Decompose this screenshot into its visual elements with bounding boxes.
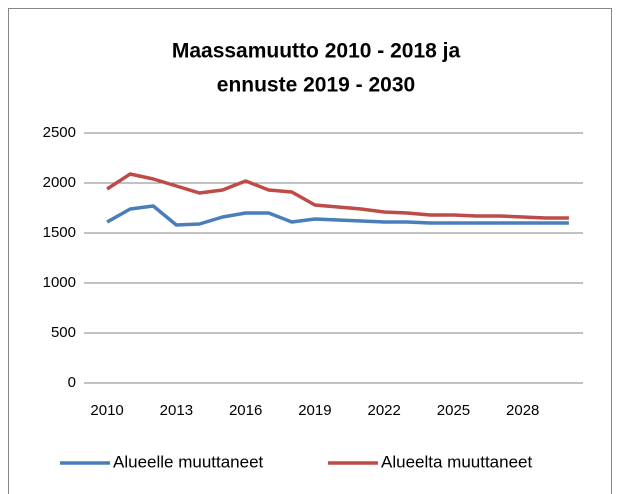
y-tick-label: 1500 [43, 224, 76, 241]
y-tick-label: 0 [68, 374, 76, 391]
data-line [106, 204, 569, 227]
x-tick-label: 2016 [229, 402, 262, 419]
x-tick-label: 2028 [506, 402, 539, 419]
chart-title: Maassamuutto 2010 - 2018 ja [172, 40, 461, 63]
chart-frame [8, 8, 612, 494]
chart-title: ennuste 2019 - 2030 [217, 74, 415, 97]
y-tick-label: 2000 [43, 174, 76, 191]
x-tick-label: 2025 [437, 402, 470, 419]
y-tick-label: 500 [51, 324, 76, 341]
x-tick-label: 2022 [367, 402, 400, 419]
legend-label: Alueelta muuttaneet [381, 452, 532, 471]
data-line [106, 172, 569, 220]
x-tick-label: 2019 [298, 402, 331, 419]
y-tick-label: 2500 [43, 124, 76, 141]
x-tick-label: 2013 [160, 402, 193, 419]
y-tick-label: 1000 [43, 274, 76, 291]
x-tick-label: 2010 [90, 402, 123, 419]
legend-label: Alueelle muuttaneet [113, 452, 264, 471]
